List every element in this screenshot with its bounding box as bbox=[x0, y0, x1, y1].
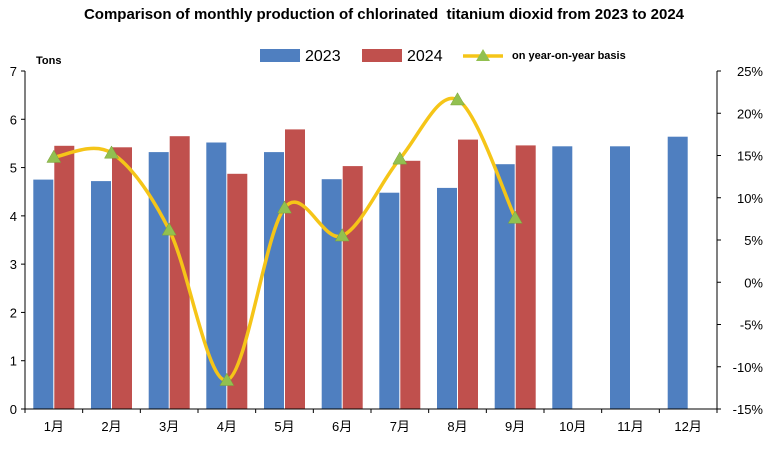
bar-2024-4 bbox=[227, 173, 248, 409]
yoy-marker-6 bbox=[334, 228, 350, 242]
bar-2024-2 bbox=[112, 147, 132, 410]
bar-2023-10 bbox=[552, 146, 573, 410]
left-tick-label: 4 bbox=[10, 209, 17, 224]
bar-2023-9 bbox=[494, 164, 515, 409]
yoy-marker-9 bbox=[507, 210, 523, 224]
bar-2023-3 bbox=[148, 152, 169, 409]
bar-2024-6 bbox=[342, 166, 363, 409]
right-tick-label: -5% bbox=[740, 318, 764, 333]
chart-title: Comparison of monthly production of chlo… bbox=[83, 6, 685, 23]
bar-2024-9 bbox=[515, 145, 536, 409]
bar-2023-5 bbox=[264, 152, 284, 409]
bar-2023-4 bbox=[206, 142, 227, 409]
right-tick-label: 20% bbox=[737, 106, 763, 121]
x-tick-label: 12月 bbox=[674, 419, 701, 434]
x-tick-label: 3月 bbox=[159, 419, 179, 434]
left-tick-label: 7 bbox=[10, 64, 17, 79]
left-tick-label: 3 bbox=[10, 257, 17, 272]
legend-swatch-2023 bbox=[260, 49, 300, 62]
yoy-marker-7 bbox=[392, 151, 408, 165]
bar-2024-3 bbox=[169, 136, 190, 409]
left-tick-label: 0 bbox=[10, 402, 17, 417]
x-tick-label: 2月 bbox=[101, 419, 121, 434]
bar-2023-12 bbox=[667, 136, 688, 409]
yoy-marker-1 bbox=[46, 149, 62, 163]
x-tick-label: 4月 bbox=[217, 419, 237, 434]
left-tick-label: 6 bbox=[10, 112, 17, 127]
legend-label-yoy: on year-on-year basis bbox=[512, 50, 626, 62]
left-tick-label: 1 bbox=[10, 354, 17, 369]
x-tick-label: 6月 bbox=[332, 419, 352, 434]
left-tick-label: 2 bbox=[10, 305, 17, 320]
bar-2024-8 bbox=[458, 139, 478, 409]
y-axis-label: Tons bbox=[36, 55, 61, 67]
bar-2024-7 bbox=[400, 160, 421, 409]
x-tick-label: 7月 bbox=[390, 419, 410, 434]
x-tick-label: 5月 bbox=[274, 419, 294, 434]
x-tick-label: 8月 bbox=[447, 419, 467, 434]
legend-label-2024: 2024 bbox=[407, 48, 443, 65]
yoy-marker-8 bbox=[450, 92, 465, 106]
bar-2023-8 bbox=[437, 187, 457, 409]
x-tick-label: 10月 bbox=[559, 419, 586, 434]
left-tick-label: 5 bbox=[10, 161, 17, 176]
right-tick-label: 10% bbox=[737, 191, 763, 206]
bar-2023-1 bbox=[33, 179, 54, 409]
bar-2024-1 bbox=[54, 145, 75, 410]
x-tick-label: 1月 bbox=[44, 419, 64, 434]
x-tick-label: 9月 bbox=[505, 419, 525, 434]
yoy-marker-4 bbox=[219, 372, 235, 386]
right-tick-label: 5% bbox=[744, 233, 763, 248]
right-tick-label: 15% bbox=[737, 149, 763, 164]
bar-2023-2 bbox=[91, 181, 111, 409]
bar-2023-11 bbox=[610, 146, 630, 410]
legend-swatch-2024 bbox=[362, 49, 402, 62]
bar-2023-7 bbox=[379, 192, 400, 409]
right-tick-label: -15% bbox=[733, 402, 764, 417]
bar-2024-5 bbox=[285, 129, 305, 409]
yoy-marker-3 bbox=[161, 222, 177, 236]
right-tick-label: 0% bbox=[744, 275, 763, 290]
x-tick-label: 11月 bbox=[617, 419, 644, 434]
right-tick-label: -10% bbox=[733, 360, 764, 375]
legend-swatch-marker bbox=[476, 49, 490, 61]
legend-label-2023: 2023 bbox=[305, 48, 341, 65]
right-tick-label: 25% bbox=[737, 64, 763, 79]
bar-2023-6 bbox=[321, 179, 342, 409]
yoy-marker-2 bbox=[104, 145, 119, 159]
yoy-marker-5 bbox=[277, 200, 292, 214]
